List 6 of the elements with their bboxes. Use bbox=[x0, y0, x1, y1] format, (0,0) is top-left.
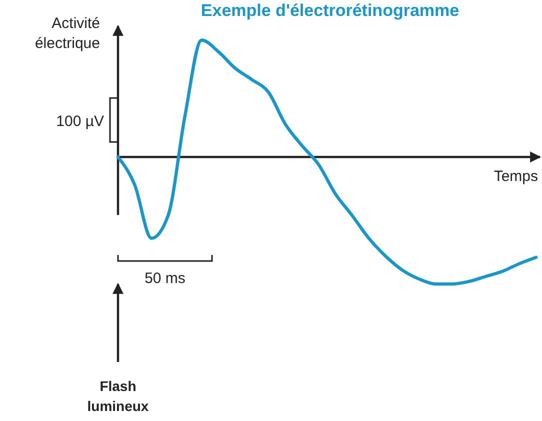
x-axis-title: Temps bbox=[494, 168, 538, 185]
annotation: 50 ms bbox=[144, 270, 186, 287]
text: 100 µV bbox=[56, 113, 104, 130]
chart-title: Exemple d'électrorétinogramme bbox=[200, 1, 460, 20]
text: Flash lumineux bbox=[87, 378, 149, 414]
y-axis-title: Activité électrique bbox=[34, 15, 100, 52]
